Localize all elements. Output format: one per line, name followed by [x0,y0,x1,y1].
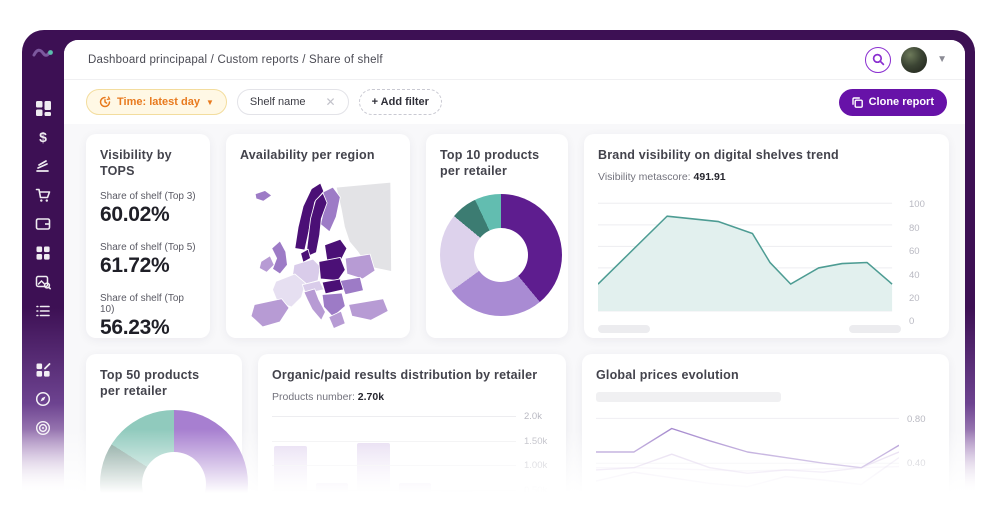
y-axis-label: 0 [909,316,915,328]
bar [315,482,348,509]
sidebar-item-media-audit[interactable] [30,269,56,295]
card-top10-products: Top 10 products per retailer [426,134,568,338]
prices-line-chart: 0.80 0.40 0.40 [596,412,926,509]
gridline [272,465,516,467]
card-title: Visibility by TOPS [100,148,172,179]
bar [274,445,307,509]
gridline [272,440,516,442]
chevron-down-icon[interactable]: ▼ [937,54,947,65]
bar [398,482,431,509]
sidebar-item-content-edit[interactable] [30,357,56,383]
time-filter-chip[interactable]: Time: latest day ▼ [86,89,227,115]
y-axis-label: 1.00k [524,460,548,472]
products-number-value: 2.70k [357,391,385,404]
card-title: Top 50 products per retailer [100,368,200,399]
shelf-filter-label: Shelf name [249,96,306,108]
cards-row-2: Top 50 products per retailer Organic/pai… [86,354,949,509]
sidebar-item-catalog[interactable] [30,153,56,179]
y-axis-label: 100 [909,199,925,211]
card-title: Brand visibility on digital shelves tren… [598,148,839,162]
app-surface: Dashboard principapal / Custom reports /… [64,40,965,509]
add-filter-button[interactable]: + Add filter [358,89,442,115]
card-top50-products: Top 50 products per retailer [86,354,248,509]
y-axis-label: 40 [909,269,920,281]
y-axis-label: 0.50k [524,485,548,497]
bar [357,443,390,509]
search-button[interactable] [865,46,892,73]
card-organic-paid-distribution: Organic/paid results distribution by ret… [258,354,566,509]
europe-choropleth-map [240,169,396,331]
bar [481,491,514,509]
top10-donut-chart [440,193,562,316]
sidebar-item-cart[interactable] [30,182,56,208]
y-axis-label: 0.80 [907,413,926,425]
clone-report-label: Clone report [868,96,934,108]
shelf-name-filter-chip[interactable]: Shelf name ✕ [236,89,349,115]
card-brand-visibility-trend: Brand visibility on digital shelves tren… [584,134,949,338]
sidebar: $ [22,30,64,509]
add-filter-label: + Add filter [371,96,429,108]
card-title: Organic/paid results distribution by ret… [272,368,538,382]
card-availability-per-region: Availability per region [226,134,410,338]
skeleton-block [598,325,650,334]
y-axis-label: 80 [909,222,920,234]
sidebar-item-dashboard[interactable] [30,95,56,121]
metascore-subtitle: Visibility metascore: 491.91 [598,171,726,184]
gridline [272,490,516,492]
y-axis-label: 2.0k [524,410,542,422]
products-number-subtitle: Products number: 2.70k [272,391,385,404]
y-axis-label: 0.40 [907,458,926,470]
card-title: Availability per region [240,148,375,162]
copy-icon [851,96,863,108]
y-axis-label: 60 [909,246,920,258]
top50-donut-chart [100,409,248,509]
brand-logo-icon[interactable] [31,46,55,65]
bar [440,491,473,509]
sidebar-item-tracking[interactable] [30,415,56,441]
time-filter-label: Time: latest day [117,96,200,108]
app-window: $ Dashboard prin [22,30,975,509]
user-avatar[interactable] [901,46,928,73]
chevron-down-icon: ▼ [205,97,214,107]
sidebar-item-wallet[interactable] [30,211,56,237]
clone-report-button[interactable]: Clone report [838,88,947,116]
filter-bar: Time: latest day ▼ Shelf name ✕ + Add fi… [64,80,965,124]
card-global-prices-evolution: Global prices evolution 0.80 0.40 0.40 [582,354,949,509]
topbar: Dashboard principapal / Custom reports /… [64,40,965,80]
y-axis-label: 1.50k [524,435,548,447]
gridline [272,415,516,417]
sidebar-item-explore[interactable] [30,386,56,412]
donut-hole [142,451,206,509]
clock-refresh-icon [99,96,111,108]
metric-top10: Share of shelf (Top 10) 56.23% [100,292,184,339]
dashboard-content: Visibility by TOPS Share of shelf (Top 3… [64,124,965,509]
skeleton-block [849,325,901,334]
card-visibility-by-tops: Visibility by TOPS Share of shelf (Top 3… [86,134,210,339]
metric-top5: Share of shelf (Top 5) 61.72% [100,241,196,277]
metric-top3: Share of shelf (Top 3) 60.02% [100,190,196,226]
breadcrumb: Dashboard principapal / Custom reports /… [88,53,383,66]
svg-text:$: $ [39,129,47,145]
trend-area-chart: 100 80 60 40 20 0 [598,193,925,327]
sidebar-item-lists[interactable] [30,298,56,324]
y-axis-label: 20 [909,292,920,304]
close-icon[interactable]: ✕ [325,95,336,109]
sidebar-item-sales[interactable]: $ [30,124,56,150]
card-title: Global prices evolution [596,368,739,382]
sidebar-item-apps[interactable] [30,240,56,266]
cards-row-1: Visibility by TOPS Share of shelf (Top 3… [86,134,949,339]
x-axis-skeleton [598,325,901,334]
donut-hole [474,227,528,282]
y-axis-label: 0.40 [907,503,926,509]
metascore-value: 491.91 [693,171,726,184]
card-title: Top 10 products per retailer [440,148,540,179]
legend-skeleton [596,392,781,403]
